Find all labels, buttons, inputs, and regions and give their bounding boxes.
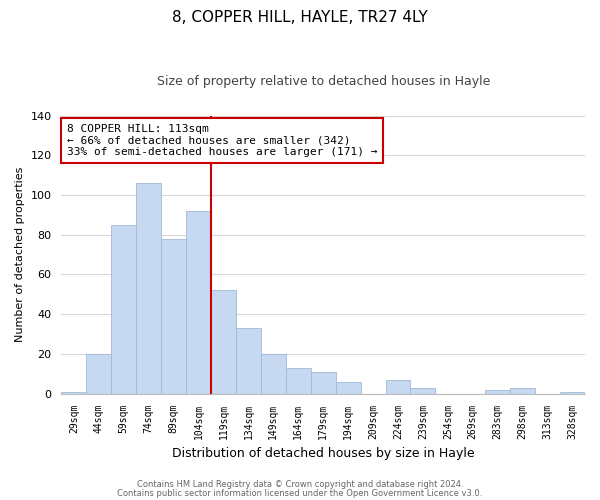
Bar	[510, 388, 535, 394]
X-axis label: Distribution of detached houses by size in Hayle: Distribution of detached houses by size …	[172, 447, 475, 460]
Bar	[111, 225, 136, 394]
Text: Contains public sector information licensed under the Open Government Licence v3: Contains public sector information licen…	[118, 490, 482, 498]
Bar	[236, 328, 261, 394]
Bar	[335, 382, 361, 394]
Bar	[286, 368, 311, 394]
Text: 8 COPPER HILL: 113sqm
← 66% of detached houses are smaller (342)
33% of semi-det: 8 COPPER HILL: 113sqm ← 66% of detached …	[67, 124, 377, 157]
Bar	[86, 354, 111, 394]
Text: 8, COPPER HILL, HAYLE, TR27 4LY: 8, COPPER HILL, HAYLE, TR27 4LY	[172, 10, 428, 25]
Bar	[410, 388, 436, 394]
Bar	[386, 380, 410, 394]
Bar	[211, 290, 236, 394]
Bar	[61, 392, 86, 394]
Bar	[311, 372, 335, 394]
Bar	[485, 390, 510, 394]
Bar	[186, 211, 211, 394]
Bar	[560, 392, 585, 394]
Text: Contains HM Land Registry data © Crown copyright and database right 2024.: Contains HM Land Registry data © Crown c…	[137, 480, 463, 489]
Bar	[261, 354, 286, 394]
Bar	[136, 183, 161, 394]
Y-axis label: Number of detached properties: Number of detached properties	[15, 167, 25, 342]
Bar	[161, 238, 186, 394]
Title: Size of property relative to detached houses in Hayle: Size of property relative to detached ho…	[157, 75, 490, 88]
